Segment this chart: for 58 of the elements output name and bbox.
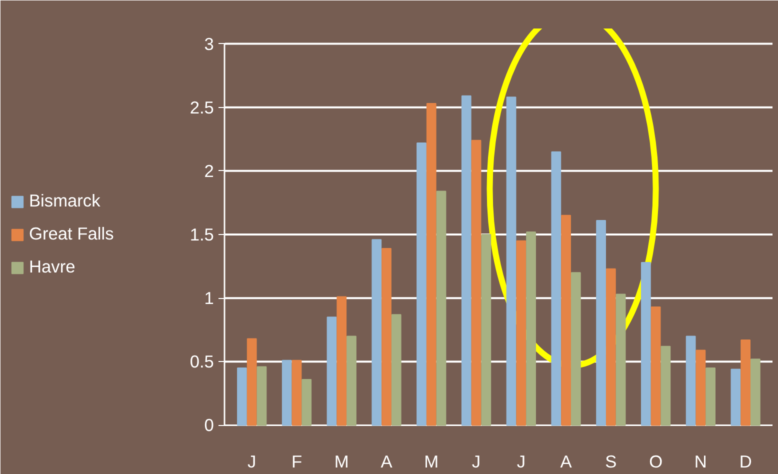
x-tick-label: A — [560, 452, 572, 472]
bar — [740, 340, 751, 426]
bar — [596, 220, 606, 426]
bar — [660, 346, 671, 426]
bar — [302, 378, 312, 426]
y-tick-label: 2.5 — [190, 97, 214, 118]
legend-label: Havre — [29, 256, 76, 278]
bar — [570, 272, 581, 426]
y-tick-label: 1 — [204, 288, 214, 308]
bar — [282, 360, 292, 426]
bar — [372, 239, 382, 426]
x-tick-label: M — [334, 452, 349, 472]
bar — [382, 248, 392, 426]
bar — [526, 231, 536, 426]
bar — [616, 294, 626, 426]
bar — [471, 140, 482, 426]
y-tick-label: 2 — [204, 160, 214, 181]
x-tick-label: O — [649, 452, 663, 472]
bar — [606, 268, 616, 426]
bar — [346, 336, 356, 426]
bar — [551, 151, 562, 426]
bar — [256, 366, 267, 426]
bar — [650, 306, 661, 426]
bar — [237, 368, 247, 426]
bar — [391, 314, 402, 426]
y-tick-label: 0.5 — [190, 352, 214, 372]
bar — [696, 350, 706, 426]
legend-label: Great Falls — [29, 224, 114, 244]
bar — [326, 316, 337, 426]
bar — [336, 296, 347, 426]
bar — [461, 95, 472, 426]
x-tick-label: S — [605, 452, 617, 472]
bar — [730, 368, 741, 426]
x-tick-label: J — [516, 452, 526, 472]
bar — [436, 190, 446, 426]
x-tick-label: J — [472, 452, 481, 472]
bar — [706, 368, 716, 426]
bar — [686, 336, 696, 426]
bar — [750, 358, 760, 426]
legend-label: Bismarck — [29, 190, 100, 212]
y-tick-label: 3 — [204, 34, 214, 54]
bar — [481, 234, 492, 426]
y-tick-label: 1.5 — [190, 224, 214, 244]
bar — [292, 360, 302, 426]
bar — [246, 338, 257, 426]
bar — [426, 103, 436, 426]
bar — [640, 262, 651, 426]
x-tick-label: D — [739, 452, 752, 472]
x-tick-label: A — [380, 452, 393, 472]
x-tick-label: N — [694, 452, 707, 472]
bar — [561, 214, 571, 426]
x-tick-label: M — [424, 452, 439, 472]
x-tick-label: F — [291, 452, 302, 472]
x-tick-label: J — [248, 452, 256, 472]
y-tick-label: 0 — [204, 415, 214, 436]
bar — [516, 240, 526, 426]
bar — [416, 142, 426, 426]
bar — [506, 96, 516, 426]
